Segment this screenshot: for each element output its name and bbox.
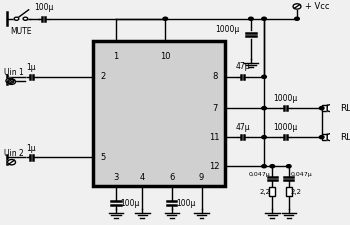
Text: MUTE: MUTE — [10, 27, 32, 36]
Text: 7: 7 — [212, 104, 217, 113]
Text: 6: 6 — [169, 173, 175, 182]
Text: 11: 11 — [209, 133, 220, 142]
Text: 1000µ: 1000µ — [273, 94, 298, 103]
Circle shape — [262, 107, 266, 110]
Text: 0,047µ: 0,047µ — [249, 171, 271, 177]
Circle shape — [295, 17, 299, 20]
Circle shape — [286, 165, 291, 168]
Circle shape — [320, 136, 324, 139]
Text: 8: 8 — [212, 72, 217, 81]
Circle shape — [270, 165, 275, 168]
Bar — [322, 135, 327, 140]
Text: 1µ: 1µ — [27, 63, 36, 72]
Circle shape — [23, 17, 28, 20]
Text: Uin 2: Uin 2 — [4, 149, 24, 158]
Text: 1000µ: 1000µ — [273, 123, 298, 132]
Text: 47µ: 47µ — [235, 123, 250, 132]
Bar — [93, 41, 225, 186]
Text: 5: 5 — [100, 153, 105, 162]
Text: 2,2: 2,2 — [290, 189, 301, 195]
Text: 1: 1 — [113, 52, 119, 61]
Text: Uin 1: Uin 1 — [4, 68, 24, 77]
Text: 9: 9 — [199, 173, 204, 182]
Circle shape — [262, 75, 266, 78]
Bar — [286, 187, 292, 196]
Circle shape — [6, 78, 14, 83]
Text: 100µ: 100µ — [176, 199, 196, 208]
Polygon shape — [327, 103, 336, 113]
Text: 100µ: 100µ — [120, 199, 140, 208]
Text: 1µ: 1µ — [27, 144, 36, 153]
Circle shape — [262, 136, 266, 139]
Circle shape — [8, 160, 15, 165]
Text: 10: 10 — [160, 52, 170, 61]
Text: 100µ: 100µ — [34, 3, 53, 12]
Circle shape — [262, 165, 266, 168]
Circle shape — [8, 79, 15, 84]
Text: 4: 4 — [140, 173, 145, 182]
Text: 1000µ: 1000µ — [215, 25, 239, 34]
Text: RL: RL — [340, 133, 350, 142]
Text: 47µ: 47µ — [235, 62, 250, 71]
Circle shape — [248, 17, 253, 20]
Circle shape — [163, 17, 168, 20]
Text: RL: RL — [340, 104, 350, 113]
Text: 12: 12 — [209, 162, 220, 171]
Text: 0,047µ: 0,047µ — [290, 171, 312, 177]
Text: + Vcc: + Vcc — [305, 2, 330, 11]
Circle shape — [14, 17, 19, 20]
Bar — [270, 187, 275, 196]
Text: 2,2: 2,2 — [260, 189, 271, 195]
Text: 3: 3 — [113, 173, 119, 182]
Text: 2: 2 — [100, 72, 105, 81]
Circle shape — [320, 107, 324, 110]
Circle shape — [293, 4, 301, 9]
Circle shape — [262, 17, 266, 20]
Bar — [322, 106, 327, 111]
Polygon shape — [327, 132, 336, 142]
